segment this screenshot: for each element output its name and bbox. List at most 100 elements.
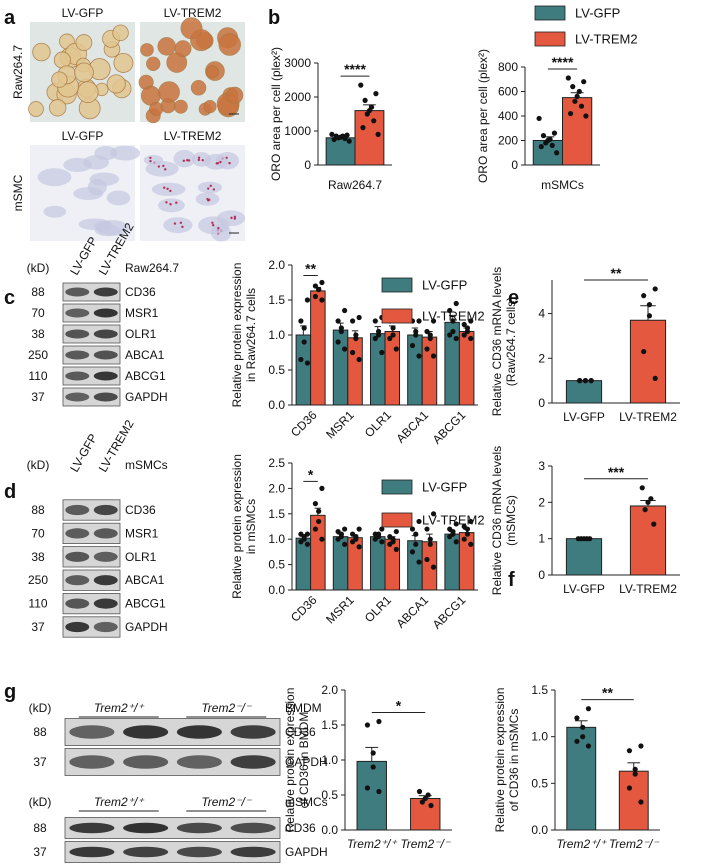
cell [205,65,219,79]
bar [629,319,667,404]
data-point [335,318,341,324]
bar [295,334,312,406]
data-point [453,300,459,307]
kd-label: 38 [31,550,45,564]
data-point [574,93,580,99]
x-tick-label: LV-GFP [563,410,605,424]
data-point [362,97,368,103]
band [176,822,222,834]
data-point [427,332,433,338]
protein-label: GAPDH [125,620,168,634]
band [176,755,222,769]
kd-label: 88 [33,821,47,835]
y-axis-label: ORO area per cell (plex²) [476,49,490,183]
data-point [639,485,645,491]
data-point [651,521,657,527]
kd-label: 70 [31,306,45,320]
data-point [413,328,419,335]
data-point [584,536,590,542]
y-tick-label: 1.5 [268,293,285,307]
cell [43,205,67,218]
cell [75,34,93,51]
droplet [197,156,201,159]
data-point [353,332,359,338]
data-point [580,724,586,730]
bar [458,331,475,406]
data-point [638,743,644,749]
y-axis-label: in Raw264.7 cells [244,288,258,382]
band [69,846,115,858]
band [93,308,118,318]
cell [145,161,179,177]
data-point [468,518,474,525]
bar [356,760,387,831]
protein-label: GAPDH [125,390,168,404]
bar [566,726,597,831]
data-point [379,349,385,356]
y-axis-label: Relative protein expression [283,688,297,833]
data-point [453,521,459,527]
y-tick-label: 0.5 [268,363,285,377]
blot-strip [64,817,281,839]
droplet [163,186,166,189]
droplet [217,226,220,230]
data-point [338,325,344,331]
data-point [642,507,648,513]
bar [384,331,401,406]
y-axis-label: in mSMCs [244,499,258,554]
y-tick-label: 2.0 [268,481,285,495]
data-point [570,84,576,90]
data-point [638,799,644,805]
data-point [646,313,653,319]
data-point [319,279,325,286]
legend-label: LV-GFP [575,6,620,21]
data-point [641,293,647,299]
y-tick-label: 0.5 [531,776,548,790]
data-point [342,526,348,532]
data-point [632,771,638,777]
data-point [301,339,307,345]
band [65,575,90,586]
data-point [409,342,416,349]
data-point [577,378,583,384]
data-point [450,318,456,324]
x-tick-label: LV-TREM2 [619,582,677,596]
legend-swatch [534,5,566,21]
data-point [413,531,419,537]
data-point [580,734,586,740]
y-tick-label: 1.5 [268,507,285,521]
cell [203,100,217,114]
column-label: LV-TREM2 [164,129,222,143]
data-point [567,110,574,117]
data-point [461,332,467,338]
x-tick-label: Trem2⁺/⁺ [347,837,398,851]
droplet [228,161,231,165]
droplet [201,158,204,162]
data-point [390,325,396,331]
droplet [212,188,216,191]
data-point [578,103,585,109]
data-point [360,125,366,131]
bar [410,798,441,831]
data-point [319,485,325,491]
significance-label: ** [602,685,613,701]
data-point [416,518,422,525]
row-label: mSMC [11,174,25,211]
cell [106,190,131,206]
y-tick-label: 1.5 [531,683,548,697]
kd-label: 110 [28,369,47,383]
data-point [371,118,377,124]
data-point [350,531,356,537]
data-point [572,98,578,104]
droplet [211,224,215,227]
data-point [387,335,393,342]
x-tick-label: LV-TREM2 [619,410,677,424]
cell [157,198,185,213]
droplet [208,198,211,202]
data-point [583,113,589,119]
data-point [447,307,453,314]
droplet [209,184,212,188]
cell [190,80,207,96]
y-tick-label: 200 [498,134,518,148]
y-tick-label: 0.0 [268,398,285,412]
